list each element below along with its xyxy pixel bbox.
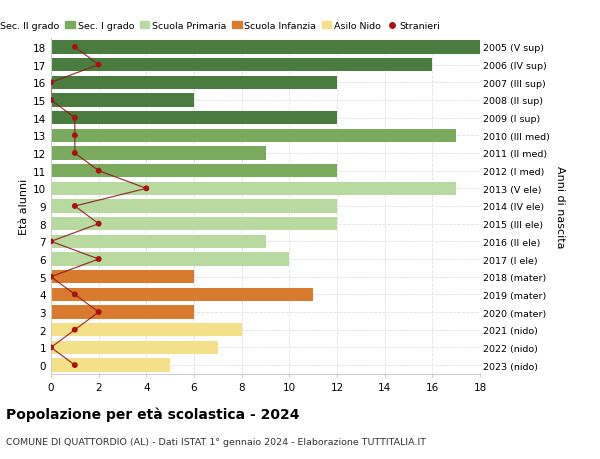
Bar (51, 270, 194, 284)
Point (46, 344, 56, 351)
Point (94, 168, 103, 175)
Point (70, 326, 80, 334)
Bar (51, 253, 289, 266)
Bar (51, 59, 433, 72)
Bar (51, 324, 242, 336)
Bar (51, 112, 337, 125)
Text: Popolazione per età scolastica - 2024: Popolazione per età scolastica - 2024 (6, 406, 299, 421)
Legend: Sec. II grado, Sec. I grado, Scuola Primaria, Scuola Infanzia, Asilo Nido, Stran: Sec. II grado, Sec. I grado, Scuola Prim… (0, 22, 440, 31)
Point (94, 256, 103, 263)
Bar (51, 288, 313, 302)
Point (94, 62, 103, 69)
Point (46, 97, 56, 104)
Bar (51, 182, 456, 196)
Point (94, 220, 103, 228)
Bar (51, 306, 194, 319)
Bar (51, 41, 480, 55)
Bar (51, 77, 337, 90)
Bar (51, 235, 265, 248)
Point (70, 132, 80, 140)
Bar (51, 129, 456, 143)
Bar (51, 218, 337, 231)
Bar (51, 341, 218, 354)
Bar (51, 200, 337, 213)
Point (94, 309, 103, 316)
Point (70, 291, 80, 298)
Point (46, 238, 56, 246)
Bar (51, 94, 194, 107)
Bar (51, 165, 337, 178)
Point (46, 274, 56, 281)
Point (70, 150, 80, 157)
Point (142, 185, 151, 193)
Point (70, 44, 80, 51)
Y-axis label: Età alunni: Età alunni (19, 179, 29, 235)
Bar (51, 147, 265, 160)
Y-axis label: Anni di nascita: Anni di nascita (555, 165, 565, 248)
Point (70, 362, 80, 369)
Bar (51, 358, 170, 372)
Point (70, 115, 80, 122)
Point (70, 203, 80, 210)
Text: COMUNE DI QUATTORDIO (AL) - Dati ISTAT 1° gennaio 2024 - Elaborazione TUTTITALIA: COMUNE DI QUATTORDIO (AL) - Dati ISTAT 1… (6, 437, 426, 446)
Point (46, 79, 56, 87)
